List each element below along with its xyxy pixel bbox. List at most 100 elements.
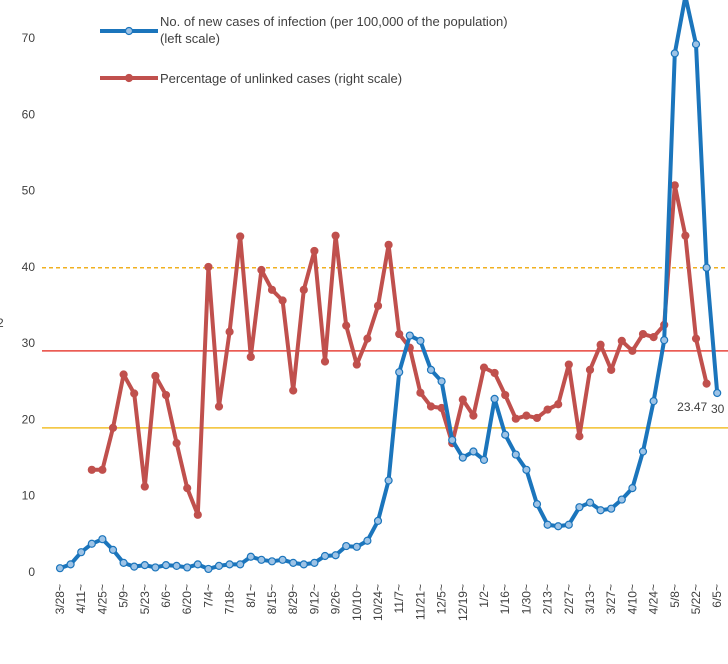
x-tick-label: 6/20~	[180, 584, 194, 614]
data-point	[670, 49, 679, 58]
data-point	[119, 558, 128, 567]
x-tick-label: 10/24~	[371, 584, 385, 621]
data-point	[575, 432, 584, 441]
data-point	[77, 548, 86, 557]
x-tick-label: 7/4~	[201, 584, 215, 608]
y-tick-label: 20	[22, 412, 36, 426]
data-point	[331, 231, 340, 240]
legend-marker	[124, 73, 134, 83]
data-point	[543, 405, 552, 414]
x-tick-label: 11/7~	[392, 584, 406, 613]
data-point	[416, 388, 425, 397]
data-point	[183, 484, 192, 493]
data-point	[479, 455, 489, 464]
x-tick-label: 2/27~	[562, 584, 576, 614]
data-point	[395, 368, 404, 377]
data-point	[607, 365, 616, 374]
legend-label: No. of new cases of infection (per 100,0…	[160, 14, 508, 46]
data-point	[151, 371, 160, 381]
data-point	[214, 561, 224, 570]
legend-label: Percentage of unlinked cases (right scal…	[160, 71, 403, 86]
data-point	[352, 542, 361, 551]
x-tick-label: 6/5~	[710, 584, 724, 608]
data-point	[257, 265, 266, 275]
data-point	[172, 439, 181, 448]
data-point	[140, 482, 149, 491]
x-tick-label: 5/9~	[117, 584, 131, 608]
data-point	[522, 411, 531, 420]
annotation: 2	[0, 316, 4, 330]
data-point	[554, 400, 563, 409]
data-point	[130, 389, 139, 398]
data-point	[638, 329, 648, 339]
data-point	[342, 321, 351, 330]
data-point	[183, 563, 192, 572]
data-point	[55, 564, 65, 573]
data-point	[522, 465, 531, 474]
data-point	[342, 541, 351, 551]
data-point	[617, 336, 626, 346]
data-point	[384, 476, 393, 485]
y-tick-label: 70	[22, 31, 36, 45]
data-point	[554, 522, 563, 531]
data-point	[236, 560, 245, 569]
data-point	[691, 40, 701, 49]
data-point	[161, 390, 171, 400]
x-tick-label: 4/24~	[647, 584, 661, 614]
data-point	[289, 558, 298, 567]
data-point	[395, 329, 404, 339]
data-point	[501, 430, 510, 439]
data-point	[161, 561, 171, 570]
data-point	[193, 560, 202, 569]
y-tick-label: 30	[22, 336, 36, 350]
data-point	[193, 510, 202, 519]
data-point	[384, 240, 393, 249]
data-point	[246, 352, 255, 362]
data-point	[458, 395, 467, 404]
data-point	[607, 504, 616, 513]
x-tick-label: 4/10~	[625, 584, 639, 614]
data-point	[670, 181, 679, 190]
data-point	[660, 336, 669, 345]
x-tick-label: 7/18~	[223, 584, 237, 614]
data-point	[108, 423, 118, 432]
data-point	[320, 551, 330, 561]
data-point	[172, 561, 181, 570]
x-tick-label: 1/2~	[477, 584, 491, 608]
x-tick-label: 3/13~	[583, 584, 597, 614]
y-tick-label: 10	[22, 489, 36, 503]
data-point	[331, 551, 340, 560]
data-point	[204, 564, 213, 574]
x-tick-label: 12/5~	[435, 584, 449, 614]
data-point	[564, 360, 573, 369]
data-point	[469, 411, 478, 420]
data-point	[278, 296, 287, 305]
x-tick-label: 5/22~	[689, 584, 703, 614]
x-tick-label: 8/29~	[286, 584, 300, 614]
data-point	[257, 555, 266, 564]
data-point	[98, 535, 107, 544]
data-point	[575, 503, 584, 512]
data-point	[596, 506, 605, 515]
data-point	[289, 386, 298, 395]
data-label: 23.47	[677, 400, 707, 414]
data-point	[320, 357, 330, 366]
data-point	[511, 414, 520, 423]
data-point	[617, 495, 626, 504]
data-point	[458, 453, 467, 462]
legend-marker	[124, 26, 134, 36]
data-point	[204, 262, 213, 272]
data-point	[596, 340, 605, 349]
data-point	[649, 397, 658, 406]
data-point	[352, 360, 361, 369]
data-point	[426, 402, 436, 411]
x-tick-label: 5/8~	[668, 584, 682, 608]
data-point	[713, 388, 722, 398]
series-line	[91, 183, 709, 517]
x-tick-label: 9/12~	[307, 584, 321, 614]
x-tick-label: 6/6~	[159, 584, 173, 608]
data-point	[490, 368, 499, 378]
x-tick-label: 4/25~	[95, 584, 109, 614]
y-tick-label: 60	[22, 107, 36, 121]
